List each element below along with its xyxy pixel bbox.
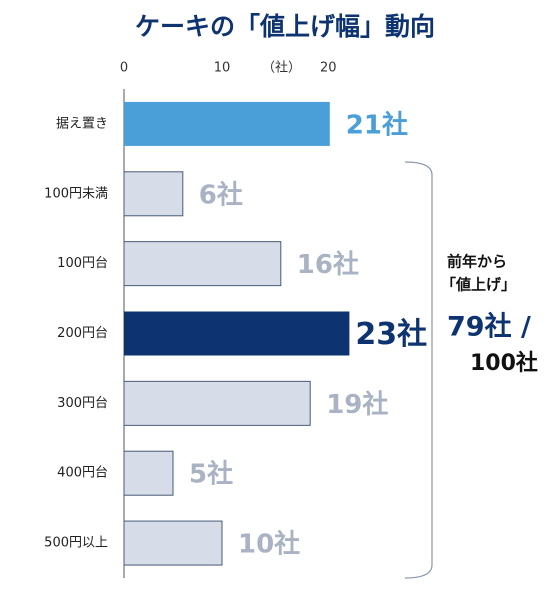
value-label: 23社 (355, 317, 427, 352)
annotation: 「値上げ」 (441, 276, 516, 294)
y-tick-label: 100円未満 (44, 186, 108, 201)
y-tick-label: 500円以上 (44, 536, 108, 551)
bar (124, 101, 330, 146)
value-label: 6社 (199, 179, 243, 210)
x-tick-label: 20 (320, 61, 337, 76)
bar (123, 520, 223, 566)
y-tick-label: 200円台 (57, 326, 108, 341)
annotation: 前年から (447, 253, 507, 271)
y-tick-label: 据え置き (56, 116, 108, 131)
bar (124, 311, 350, 356)
value-label: 5社 (189, 459, 233, 490)
value-label: 10社 (238, 529, 300, 560)
annotation: 79社 / (447, 311, 531, 343)
y-tick-label: 300円台 (57, 396, 108, 411)
y-tick-label: 100円台 (57, 256, 108, 271)
bracket (404, 161, 433, 579)
chart-title: ケーキの「値上げ幅」動向 (135, 12, 435, 41)
x-tick-label: 10 (214, 61, 231, 76)
annotation: 100社 (470, 350, 538, 376)
value-label: 21社 (346, 109, 408, 140)
bar (123, 380, 311, 426)
x-tick-label: 0 (120, 61, 128, 76)
x-unit: （社） (262, 60, 301, 76)
bar (123, 450, 174, 496)
y-tick-label: 400円台 (57, 466, 108, 481)
bar (123, 171, 184, 217)
value-label: 19社 (326, 389, 388, 420)
bar (123, 241, 282, 287)
value-label: 16社 (297, 249, 359, 280)
